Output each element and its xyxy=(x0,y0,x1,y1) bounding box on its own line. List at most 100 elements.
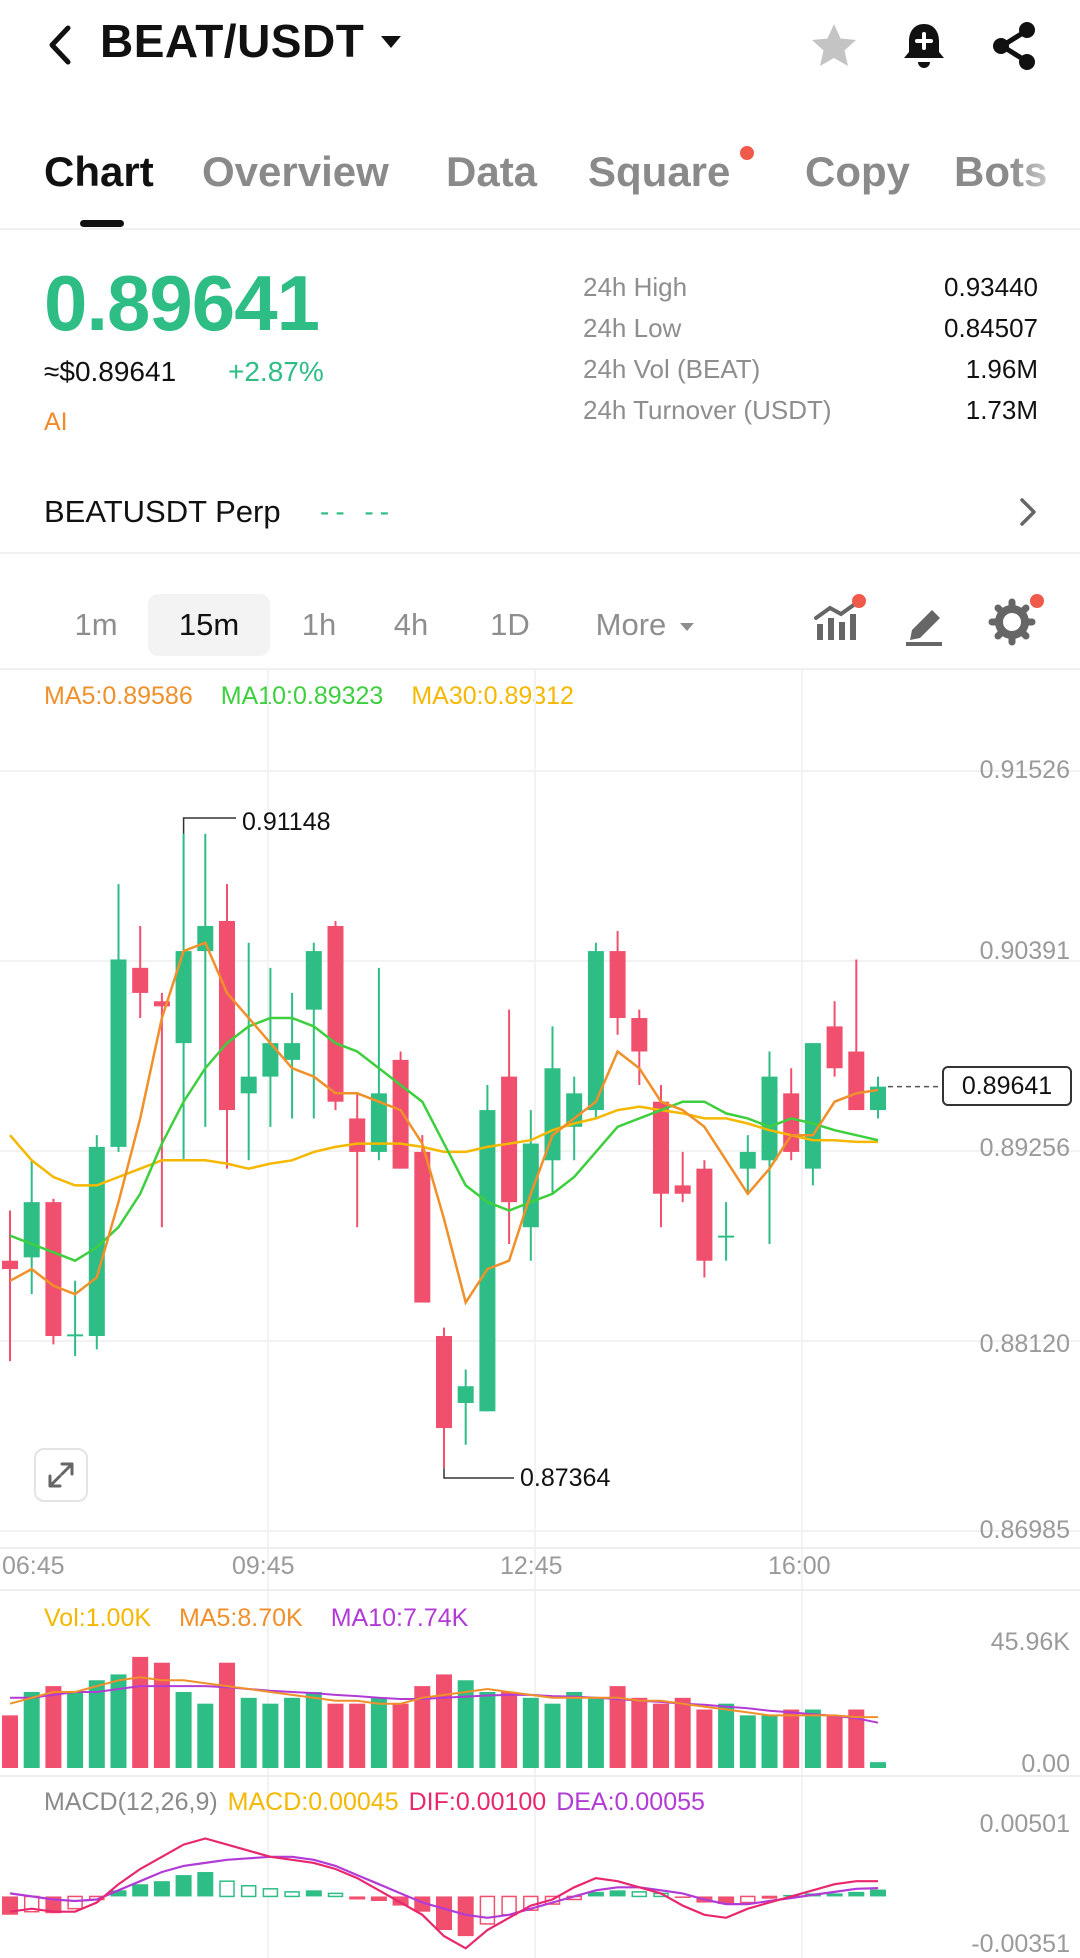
volume-bar xyxy=(327,1703,344,1768)
active-tab-indicator xyxy=(80,220,124,227)
macd-bar xyxy=(284,1891,300,1898)
volume-bar xyxy=(696,1709,713,1768)
candle-body xyxy=(436,1336,452,1429)
volume-bar xyxy=(197,1703,214,1768)
tab-chart[interactable]: Chart xyxy=(44,148,154,195)
candle-body xyxy=(587,951,604,1111)
macd-legend: MACD(12,26,9) MACD:0.00045 DIF:0.00100 DEA:… xyxy=(44,1788,715,1817)
candle-body xyxy=(197,925,214,952)
caret-down-icon[interactable] xyxy=(378,30,404,57)
volume-bar xyxy=(739,1715,756,1768)
volume-bar xyxy=(848,1709,865,1768)
volume-bar xyxy=(88,1680,105,1768)
usd-price: ≈$0.89641 xyxy=(44,356,177,387)
volume-bar xyxy=(219,1662,235,1768)
pair-title[interactable]: BEAT/USDT xyxy=(100,15,365,67)
interval-4h[interactable]: 4h xyxy=(393,607,429,642)
candle-body xyxy=(370,1093,387,1152)
candle-body xyxy=(392,1059,409,1169)
share-icon[interactable] xyxy=(986,18,1042,74)
candle-body xyxy=(718,1235,735,1238)
volume-bar xyxy=(609,1686,626,1768)
macd-bar xyxy=(501,1895,517,1916)
macd-bar xyxy=(110,1890,127,1897)
macd-bar xyxy=(349,1896,366,1900)
macd-bar xyxy=(327,1892,344,1898)
interval-1h[interactable]: 1h xyxy=(301,607,337,642)
tab-overview[interactable]: Overview xyxy=(202,148,389,195)
macd-bar xyxy=(870,1889,886,1897)
current-price-tag: 0.89641 xyxy=(942,1066,1072,1106)
candle-body xyxy=(609,951,626,1019)
interval-1d[interactable]: 1D xyxy=(490,607,530,642)
volume-axis-max: 45.96K xyxy=(990,1628,1070,1656)
interval-bar: 1m 15m 1h 4h 1D More xyxy=(0,570,1080,670)
stat-value-high: 0.93440 xyxy=(944,272,1038,302)
volume-ma10: MA10:7.74K xyxy=(330,1604,469,1632)
candle-body xyxy=(2,1260,18,1270)
volume-bar xyxy=(674,1697,691,1768)
expand-icon[interactable] xyxy=(34,1448,88,1502)
interval-15m[interactable]: 15m xyxy=(148,594,270,656)
draw-icon[interactable] xyxy=(898,594,954,650)
tab-square[interactable]: Square xyxy=(588,148,731,195)
candle-body xyxy=(826,1026,843,1069)
stat-label-turnover: 24h Turnover (USDT) xyxy=(583,395,832,425)
volume-bar xyxy=(284,1697,301,1768)
dea-line xyxy=(9,1855,879,1919)
candle-body xyxy=(761,1076,778,1161)
time-axis-label: 16:00 xyxy=(768,1552,831,1580)
ai-label[interactable]: AI xyxy=(44,408,68,436)
macd-bar xyxy=(175,1875,192,1897)
stat-value-turnover: 1.73M xyxy=(965,395,1038,425)
candle-body xyxy=(457,1386,474,1403)
volume-bar xyxy=(349,1703,366,1768)
volume-bar xyxy=(479,1691,496,1768)
time-axis-label: 12:45 xyxy=(500,1552,563,1580)
settings-icon[interactable] xyxy=(984,594,1040,650)
volume-bar xyxy=(522,1697,539,1768)
macd-value: MACD:0.00045 xyxy=(227,1788,399,1816)
ma-legend: MA5:0.89586 MA10:0.89323 MA30:0.89312 xyxy=(44,682,602,711)
volume-value: Vol:1.00K xyxy=(44,1604,152,1632)
bell-plus-icon[interactable] xyxy=(896,18,952,74)
perp-row[interactable]: BEATUSDT Perp -- -- xyxy=(0,470,1080,554)
indicator-icon[interactable] xyxy=(808,594,864,650)
macd-bar xyxy=(479,1895,496,1925)
tab-copy[interactable]: Copy xyxy=(805,148,910,195)
candle-body xyxy=(479,1110,496,1412)
interval-1m[interactable]: 1m xyxy=(74,607,118,642)
high-marker-label: 0.91148 xyxy=(242,808,331,836)
candle-body xyxy=(696,1168,713,1261)
candle-body xyxy=(804,1043,821,1169)
candle-body xyxy=(284,1043,301,1060)
volume-bar xyxy=(631,1697,648,1768)
notification-dot xyxy=(740,146,754,160)
kline-chart[interactable] xyxy=(0,670,1080,1958)
macd-bar xyxy=(674,1896,691,1898)
volume-bar xyxy=(436,1674,452,1768)
volume-bar xyxy=(132,1656,149,1768)
volume-bar xyxy=(414,1686,431,1768)
candle-body xyxy=(305,951,322,1010)
back-arrow-icon[interactable] xyxy=(40,20,80,70)
ma5-line xyxy=(9,941,879,1306)
star-icon[interactable] xyxy=(806,18,862,74)
candle-body xyxy=(110,959,127,1147)
stat-value-vol: 1.96M xyxy=(965,354,1038,384)
chevron-right-icon[interactable] xyxy=(1016,494,1040,535)
macd-bar xyxy=(826,1893,843,1897)
macd-bar xyxy=(392,1896,409,1906)
candle-body xyxy=(870,1086,886,1111)
macd-bar xyxy=(240,1885,257,1898)
candle-body xyxy=(566,1093,583,1127)
stat-value-low: 0.84507 xyxy=(944,313,1038,343)
stat-label-vol: 24h Vol (BEAT) xyxy=(583,354,761,384)
caret-down-icon[interactable] xyxy=(678,620,696,639)
candle-body xyxy=(88,1146,105,1337)
candle-body xyxy=(674,1185,691,1194)
volume-bar xyxy=(370,1697,387,1768)
interval-more[interactable]: More xyxy=(595,607,667,642)
candle-body xyxy=(739,1151,756,1169)
tab-data[interactable]: Data xyxy=(446,148,538,195)
